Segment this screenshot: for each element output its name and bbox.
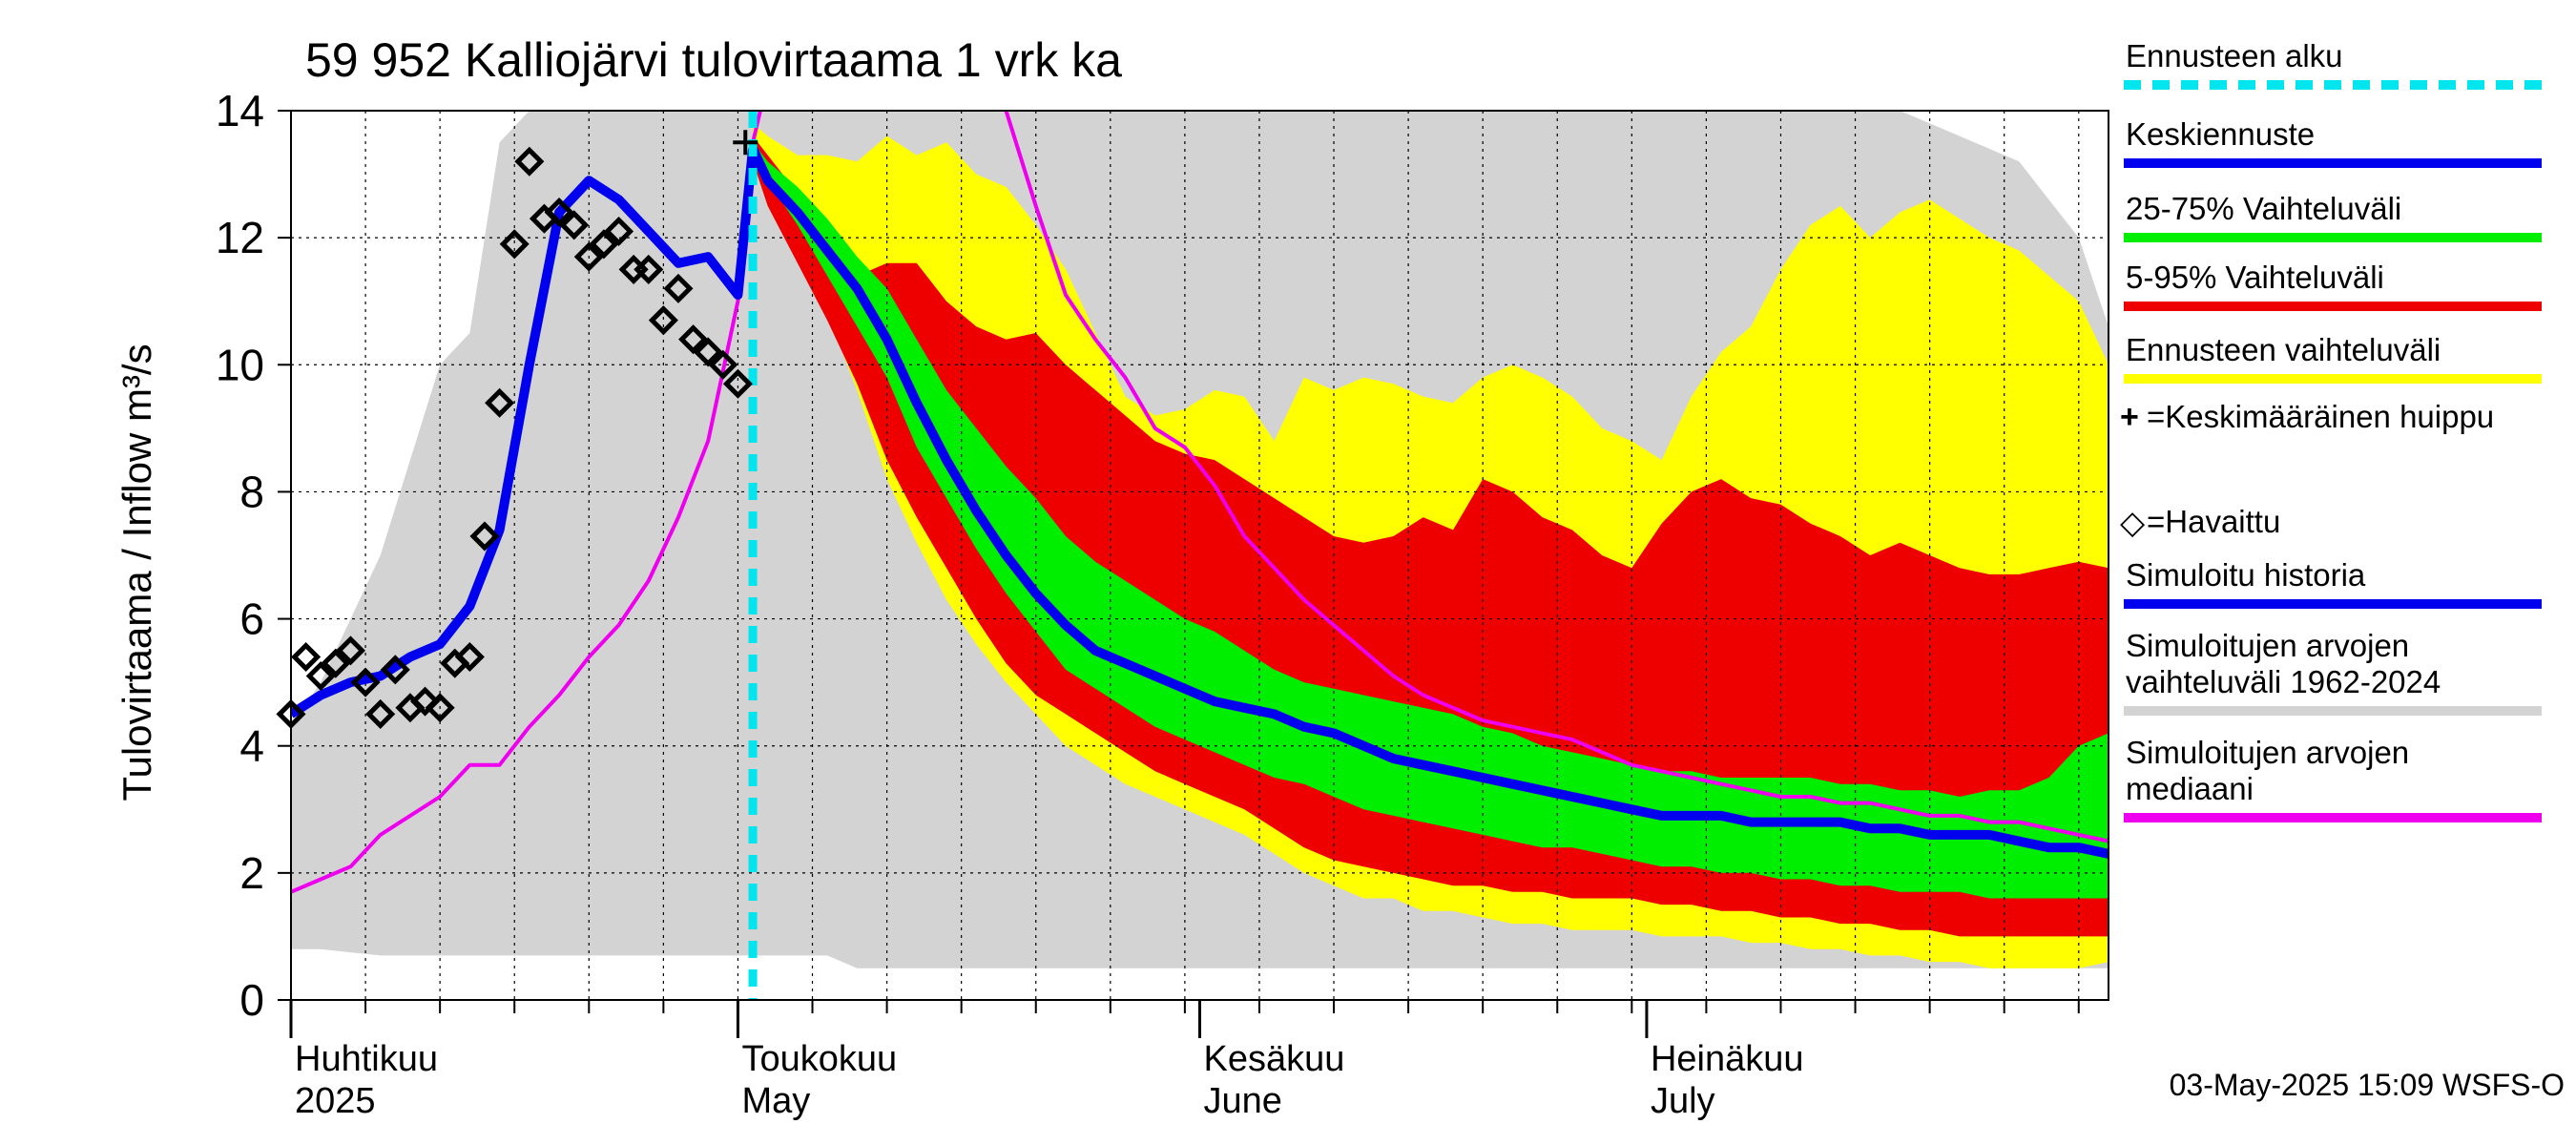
line-simuloitujen-arvojen-mediaani xyxy=(1004,111,2109,843)
y-tick-label: 12 xyxy=(216,213,264,262)
legend-label: =Havaittu xyxy=(2147,504,2281,539)
month-label-jun: Kesäkuu June xyxy=(1204,1038,1345,1122)
band-5-95-vaihteluv-li xyxy=(753,135,2109,937)
plot-area xyxy=(291,111,2109,1000)
observed-point xyxy=(499,229,530,260)
observed-point xyxy=(305,660,336,692)
chart-title: 59 952 Kalliojärvi tulovirtaama 1 vrk ka xyxy=(305,33,1122,87)
y-tick-label: 8 xyxy=(239,467,264,516)
observed-point xyxy=(409,686,441,717)
observed-point xyxy=(693,337,723,367)
legend-label: 5-95% Vaihteluväli xyxy=(2126,260,2384,295)
observed-point xyxy=(425,693,455,723)
band-25-75-vaihteluv-li xyxy=(753,142,2109,899)
line-simuloitujen-arvojen-mediaani xyxy=(291,111,762,894)
month-label-fi: Huhtikuu xyxy=(295,1039,438,1079)
legend-label: Simuloitu historia xyxy=(2126,557,2366,593)
y-axis-label: Tulovirtaama / Inflow m³/s xyxy=(114,344,159,802)
observed-point xyxy=(603,216,634,247)
peak-glyph-icon: + xyxy=(2120,399,2139,435)
month-label-fi: Kesäkuu xyxy=(1203,1039,1345,1079)
observed-point xyxy=(485,387,515,418)
month-label-fi: Heinäkuu xyxy=(1650,1039,1804,1079)
observed-point xyxy=(663,273,694,303)
legend-label: Ennusteen vaihteluväli xyxy=(2126,332,2441,367)
observed-point xyxy=(469,521,500,552)
month-label-en: July xyxy=(1650,1081,1715,1121)
observed-point xyxy=(678,324,709,355)
legend-label: Keskiennuste xyxy=(2126,116,2316,152)
legend-swatch xyxy=(2124,233,2542,242)
observed-point xyxy=(573,241,604,272)
legend-swatch xyxy=(2124,706,2542,716)
legend-swatch xyxy=(2124,80,2542,90)
legend-label: =Keskimääräinen huippu xyxy=(2147,399,2495,434)
line-keskiennuste xyxy=(748,146,2109,859)
observed-point xyxy=(634,254,664,284)
month-label-may: Toukokuu May xyxy=(741,1038,897,1122)
observed-point xyxy=(514,146,545,177)
observed-point xyxy=(708,349,738,380)
observed-point xyxy=(648,305,678,336)
observed-point xyxy=(722,368,753,399)
legend-swatch xyxy=(2124,374,2542,384)
month-label-jul: Heinäkuu July xyxy=(1651,1038,1804,1122)
observed-point xyxy=(559,210,590,240)
legend-swatch xyxy=(2124,599,2542,609)
peak-marker xyxy=(733,130,758,156)
y-tick-label: 10 xyxy=(216,340,264,389)
observed-point xyxy=(380,655,410,685)
legend-swatch xyxy=(2124,158,2542,168)
observed-point xyxy=(321,648,351,678)
legend-label: Simuloitujen arvojen mediaani xyxy=(2126,735,2410,806)
y-tick-label: 6 xyxy=(239,594,264,644)
month-label-en: May xyxy=(741,1081,811,1121)
y-tick-label: 4 xyxy=(239,721,264,771)
legend-label: 25-75% Vaihteluväli xyxy=(2126,191,2402,226)
y-tick-label: 0 xyxy=(239,975,264,1025)
month-label-en: June xyxy=(1203,1081,1282,1121)
legend-swatch xyxy=(2124,302,2542,311)
observed-point xyxy=(350,667,381,697)
month-label-en: 2025 xyxy=(295,1081,376,1121)
observed-point xyxy=(335,635,365,666)
observed-point xyxy=(291,641,322,673)
legend-swatch xyxy=(2124,813,2542,822)
observed-point xyxy=(365,698,396,729)
diamond-glyph-icon: ◇ xyxy=(2120,505,2146,541)
legend-label: Ennusteen alku xyxy=(2126,38,2343,73)
timestamp-label: 03-May-2025 15:09 WSFS-O xyxy=(2169,1068,2565,1102)
month-label-apr: Huhtikuu 2025 xyxy=(295,1038,438,1122)
y-tick-label: 2 xyxy=(239,848,264,898)
month-label-fi: Toukokuu xyxy=(741,1039,898,1079)
legend-label: Simuloitujen arvojen vaihteluväli 1962-2… xyxy=(2126,628,2441,699)
observed-point xyxy=(544,197,574,228)
observed-point xyxy=(454,641,485,673)
observed-point xyxy=(589,229,619,260)
y-tick-label: 14 xyxy=(216,86,264,135)
